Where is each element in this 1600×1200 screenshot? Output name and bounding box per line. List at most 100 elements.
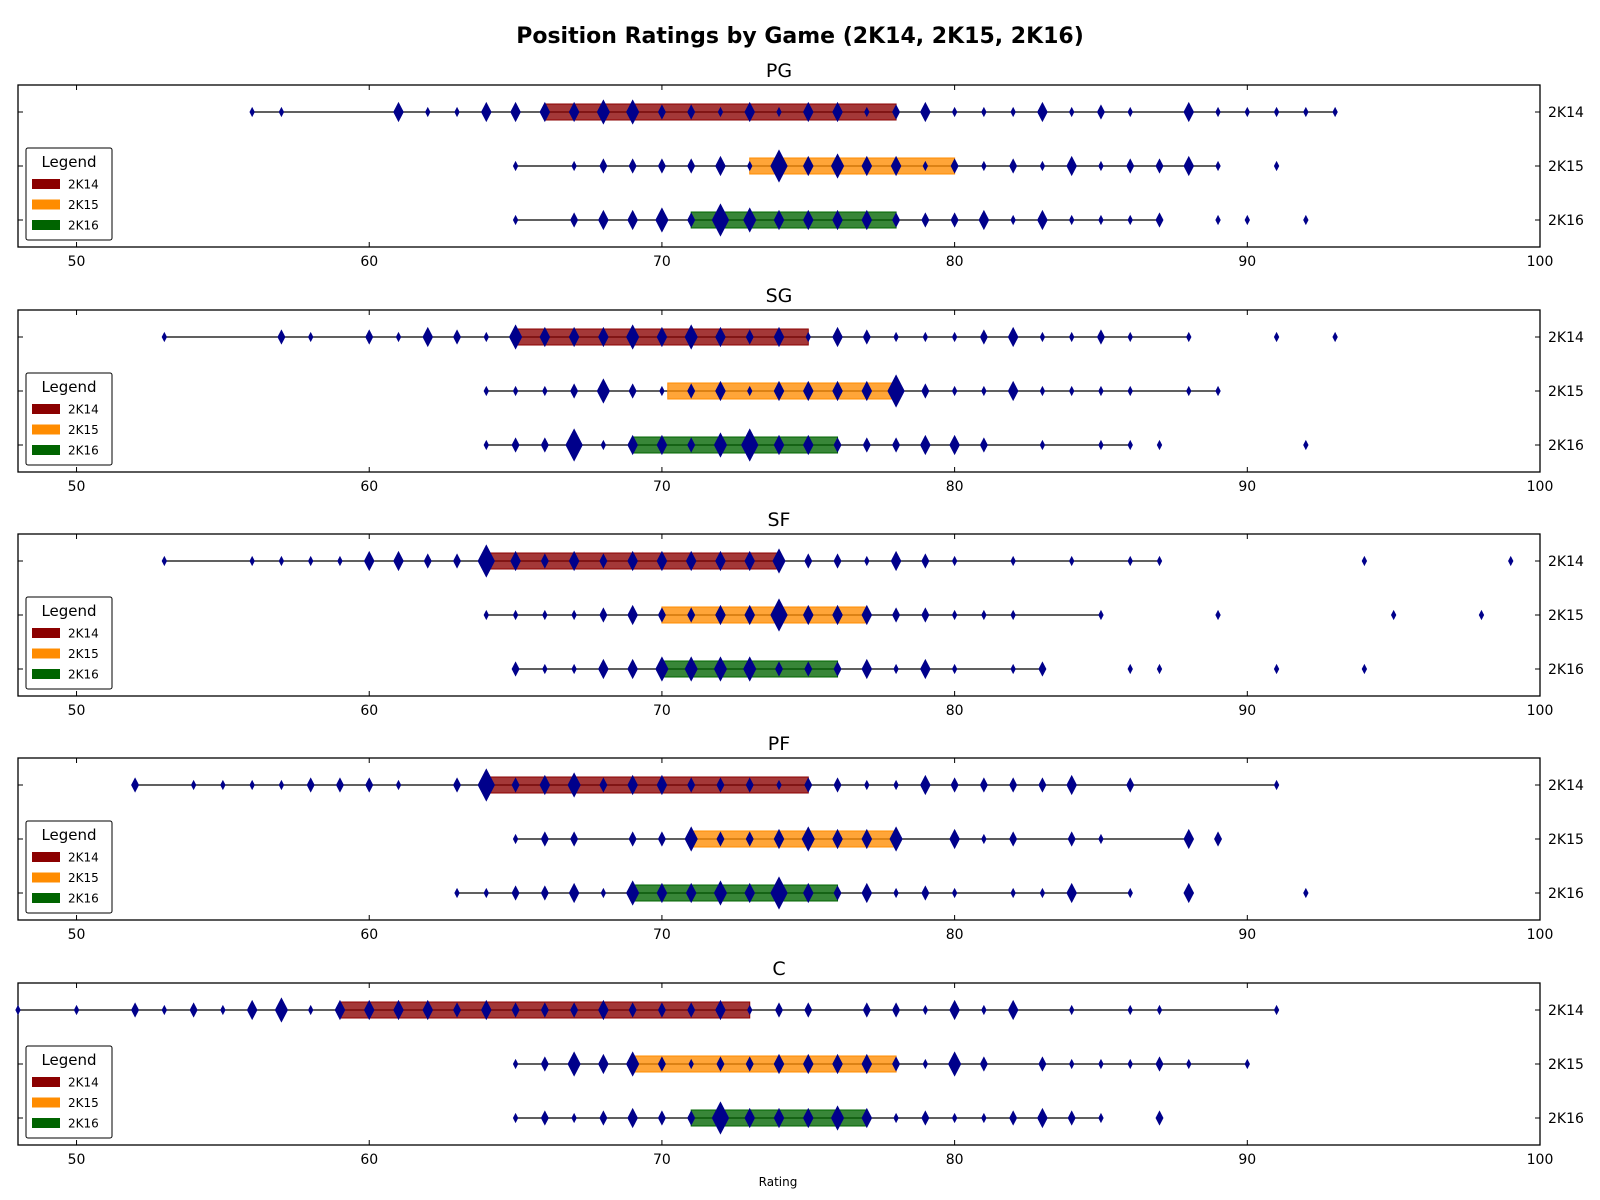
x-tick-label: 60 xyxy=(360,1152,378,1168)
data-point xyxy=(249,106,255,118)
data-point xyxy=(598,209,609,231)
data-point xyxy=(599,553,608,569)
data-point xyxy=(861,828,873,850)
panel-title: PG xyxy=(766,60,792,82)
data-point xyxy=(833,553,842,569)
data-point xyxy=(1215,214,1221,226)
data-point xyxy=(1127,106,1133,118)
panel-title: PF xyxy=(768,733,790,755)
data-point xyxy=(773,326,785,348)
data-point xyxy=(804,777,813,793)
data-point xyxy=(775,1002,783,1018)
data-point xyxy=(1098,609,1104,621)
data-point xyxy=(802,882,814,904)
chart-title: Position Ratings by Game (2K14, 2K15, 2K… xyxy=(516,24,1084,49)
data-point xyxy=(425,106,431,118)
legend: Legend 2K14 2K15 2K16 xyxy=(25,147,113,241)
data-point xyxy=(599,1110,608,1126)
data-point xyxy=(659,385,665,397)
data-point xyxy=(684,826,698,852)
x-tick-label: 100 xyxy=(1527,927,1554,943)
x-tick-label: 50 xyxy=(68,254,86,270)
data-point xyxy=(892,104,901,120)
data-point xyxy=(1098,214,1104,226)
data-point xyxy=(453,329,462,345)
data-point xyxy=(1127,887,1133,899)
data-point xyxy=(832,604,843,626)
panel-c: C 50 60 70 80 90 100 2K14 2K15 2K16 Legend 2K14 2K15… xyxy=(15,958,1584,1168)
data-point xyxy=(1127,439,1133,451)
data-point xyxy=(628,831,637,847)
data-point xyxy=(1155,1056,1164,1072)
data-point xyxy=(567,1051,581,1077)
x-tick-label: 50 xyxy=(68,1152,86,1168)
data-point xyxy=(747,1004,753,1016)
legend-swatch xyxy=(32,669,60,679)
data-point xyxy=(711,1101,730,1135)
data-point xyxy=(626,99,640,125)
data-point xyxy=(861,1053,873,1075)
data-point xyxy=(511,885,520,901)
data-point xyxy=(600,439,607,451)
row-2k16: 2K16 xyxy=(18,656,1584,682)
data-point xyxy=(73,1004,80,1016)
data-point xyxy=(1215,385,1221,397)
x-tick-label: 50 xyxy=(68,927,86,943)
data-point xyxy=(744,101,756,123)
legend-label: 2K15 xyxy=(68,198,99,212)
data-point xyxy=(889,826,903,852)
data-point xyxy=(921,1110,930,1126)
data-point xyxy=(773,380,785,402)
data-point xyxy=(483,439,489,451)
data-point xyxy=(921,383,930,399)
data-point xyxy=(832,209,843,231)
x-tick-label: 60 xyxy=(360,703,378,719)
data-point xyxy=(596,378,610,404)
data-point xyxy=(773,434,785,456)
data-point xyxy=(1009,777,1018,793)
data-point xyxy=(1039,385,1046,397)
data-point xyxy=(687,212,696,228)
data-point xyxy=(1244,106,1250,118)
data-point xyxy=(1156,439,1163,451)
data-point xyxy=(598,1053,609,1075)
legend-frame xyxy=(25,820,113,914)
data-point xyxy=(861,882,873,904)
legend-label: 2K14 xyxy=(68,1076,99,1090)
data-point xyxy=(892,1056,901,1072)
data-point xyxy=(454,106,460,118)
x-tick-label: 100 xyxy=(1527,1152,1554,1168)
data-point xyxy=(979,1056,988,1072)
data-point xyxy=(483,609,489,621)
row-2k16: 2K16 xyxy=(18,1101,1584,1135)
data-point xyxy=(1010,887,1016,899)
data-point xyxy=(713,432,728,458)
x-tick-label: 80 xyxy=(946,254,964,270)
data-point xyxy=(832,101,843,123)
x-tick-label: 90 xyxy=(1238,1152,1256,1168)
data-point xyxy=(1390,609,1397,621)
data-point xyxy=(335,777,344,793)
data-point xyxy=(833,777,842,793)
data-point xyxy=(862,437,871,453)
data-point xyxy=(687,383,696,399)
legend-swatch xyxy=(32,852,60,862)
data-point xyxy=(805,331,811,343)
data-point xyxy=(626,1051,640,1077)
data-point xyxy=(921,553,930,569)
legend-swatch xyxy=(32,628,60,638)
data-point xyxy=(395,331,402,343)
data-point xyxy=(715,550,726,572)
data-point xyxy=(893,331,899,343)
data-point xyxy=(1303,106,1309,118)
data-point xyxy=(1127,663,1133,675)
data-point xyxy=(337,555,343,567)
data-point xyxy=(979,329,988,345)
data-point xyxy=(951,106,958,118)
data-point xyxy=(1183,882,1195,904)
data-point xyxy=(830,153,845,179)
panel-pg: PG 50 60 70 80 90 100 2K14 2K15 2K16 Legend 2K14 2K1… xyxy=(17,60,1584,270)
data-point xyxy=(627,604,638,626)
data-point xyxy=(981,385,987,397)
data-point xyxy=(716,831,725,847)
